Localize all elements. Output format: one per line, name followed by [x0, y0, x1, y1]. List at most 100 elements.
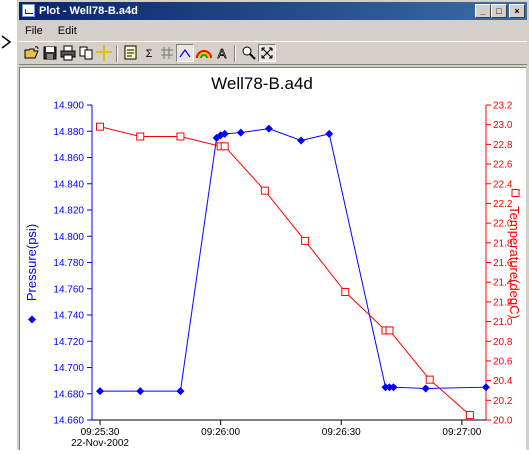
right-axis-label: Temperature(degC)	[507, 206, 522, 319]
plot-area[interactable]: Well78-B.a4d 14.660 14.680 14.700 14.720 14.…	[19, 67, 526, 450]
grid-button[interactable]	[158, 44, 176, 62]
open-button[interactable]	[23, 44, 41, 62]
open-icon	[24, 46, 39, 59]
right-tick-label: 22.6	[493, 160, 513, 171]
right-axis-legend-marker	[511, 189, 520, 197]
font-icon: A	[217, 46, 227, 62]
right-tick-label: 20.4	[493, 376, 513, 387]
x-tick-label: 09:26:00	[201, 427, 240, 438]
left-tick-label: 14.800	[53, 232, 84, 243]
pressure-line	[100, 128, 487, 392]
left-tick-label: 14.820	[53, 206, 84, 217]
rainbow-icon	[196, 50, 212, 59]
copy-icon	[79, 46, 93, 60]
temperature-point	[96, 122, 105, 131]
menu-bar: File Edit	[19, 22, 527, 40]
left-tick-label: 14.840	[53, 179, 84, 190]
toolbar-separator	[234, 45, 236, 62]
right-tick-label: 22.4	[493, 179, 513, 190]
line-style-button[interactable]	[176, 44, 194, 62]
right-tick-label: 20.2	[493, 396, 513, 407]
right-tick-label: 22.2	[493, 199, 513, 210]
left-tick-label: 14.900	[53, 101, 84, 112]
pressure-point	[389, 383, 398, 392]
pressure-point	[482, 383, 490, 392]
pressure-point	[220, 129, 229, 138]
right-tick-label: 22.0	[493, 219, 513, 230]
crosshair-button[interactable]	[95, 44, 113, 62]
temperature-point	[260, 186, 269, 195]
print-button[interactable]	[59, 44, 77, 62]
left-axis-legend-marker	[28, 315, 36, 324]
plot-window: Plot - Well78-B.a4d _ □ × File Edit	[16, 0, 529, 450]
toolbar-separator	[116, 45, 118, 62]
temperature-point	[301, 236, 310, 245]
left-tick-label: 14.720	[53, 337, 84, 348]
x-start-date-label: 22-Nov-2002	[71, 438, 129, 449]
font-button[interactable]: A	[213, 44, 231, 62]
close-button[interactable]: ×	[509, 4, 525, 18]
window-title: Plot - Well78-B.a4d	[39, 5, 138, 17]
legend-icon	[124, 45, 137, 60]
left-tick-label: 14.880	[53, 127, 84, 138]
left-tick-label: 14.860	[53, 153, 84, 164]
chart: Well78-B.a4d 14.660 14.680 14.700 14.720 14.…	[24, 74, 522, 449]
right-tick-label: 20.6	[493, 356, 513, 367]
temperature-point	[465, 411, 474, 420]
zoom-fit-button[interactable]	[258, 44, 276, 62]
maximize-button[interactable]: □	[491, 4, 507, 18]
temperature-point	[176, 132, 185, 141]
legend-button[interactable]	[122, 44, 140, 62]
right-tick-label: 21.2	[493, 297, 513, 308]
left-tick-label: 14.700	[53, 363, 84, 374]
right-tick-label: 20.0	[493, 416, 513, 427]
right-tick-label: 22.8	[493, 140, 513, 151]
zoom-button[interactable]	[240, 44, 258, 62]
pressure-point	[421, 384, 430, 393]
pressure-point	[297, 136, 306, 145]
x-tick-label: 09:25:30	[81, 427, 120, 438]
crosshair-icon	[96, 45, 112, 61]
save-button[interactable]	[41, 44, 59, 62]
right-tick-label: 21.8	[493, 238, 513, 249]
right-axis-label-group: Temperature(degC)	[507, 189, 522, 319]
zoom-icon	[242, 46, 256, 60]
temperature-point	[220, 142, 229, 151]
minimize-button[interactable]: _	[475, 4, 491, 18]
left-tick-label: 14.780	[53, 258, 84, 269]
x-tick-label: 09:26:30	[322, 427, 361, 438]
temperature-point	[341, 288, 350, 297]
statistics-button[interactable]: Σ	[140, 44, 158, 62]
pressure-point	[264, 124, 273, 133]
mouse-cursor-icon	[1, 35, 12, 49]
right-tick-label: 23.0	[493, 120, 513, 131]
pressure-point	[236, 128, 245, 137]
menu-file[interactable]: File	[25, 25, 43, 37]
color-button[interactable]	[195, 44, 213, 62]
grid-icon	[161, 47, 173, 59]
left-axis-label: Pressure(psi)	[24, 224, 39, 301]
x-tick-label: 09:27:00	[442, 427, 481, 438]
pressure-point	[385, 383, 394, 392]
left-tick-label: 14.760	[53, 284, 84, 295]
pressure-point	[325, 129, 334, 138]
title-bar[interactable]: Plot - Well78-B.a4d _ □ ×	[19, 2, 527, 20]
left-tick-label: 14.680	[53, 389, 84, 400]
temperature-point	[136, 132, 145, 141]
temperature-point	[425, 375, 434, 384]
pressure-point	[176, 387, 185, 396]
svg-text:A: A	[218, 46, 227, 61]
menu-edit[interactable]: Edit	[57, 25, 77, 37]
pressure-point	[136, 387, 145, 396]
right-tick-label: 23.2	[493, 101, 513, 112]
copy-button[interactable]	[77, 44, 95, 62]
left-axis-label-group: Pressure(psi)	[24, 224, 39, 324]
sigma-icon: Σ	[146, 48, 153, 60]
temperature-line	[99, 126, 471, 416]
temperature-point	[385, 326, 394, 335]
pressure-point	[381, 383, 390, 392]
right-tick-label: 21.0	[493, 317, 513, 328]
toolbar: Σ A	[19, 41, 527, 65]
svg-text:Σ: Σ	[146, 48, 153, 60]
pressure-point	[96, 387, 105, 396]
